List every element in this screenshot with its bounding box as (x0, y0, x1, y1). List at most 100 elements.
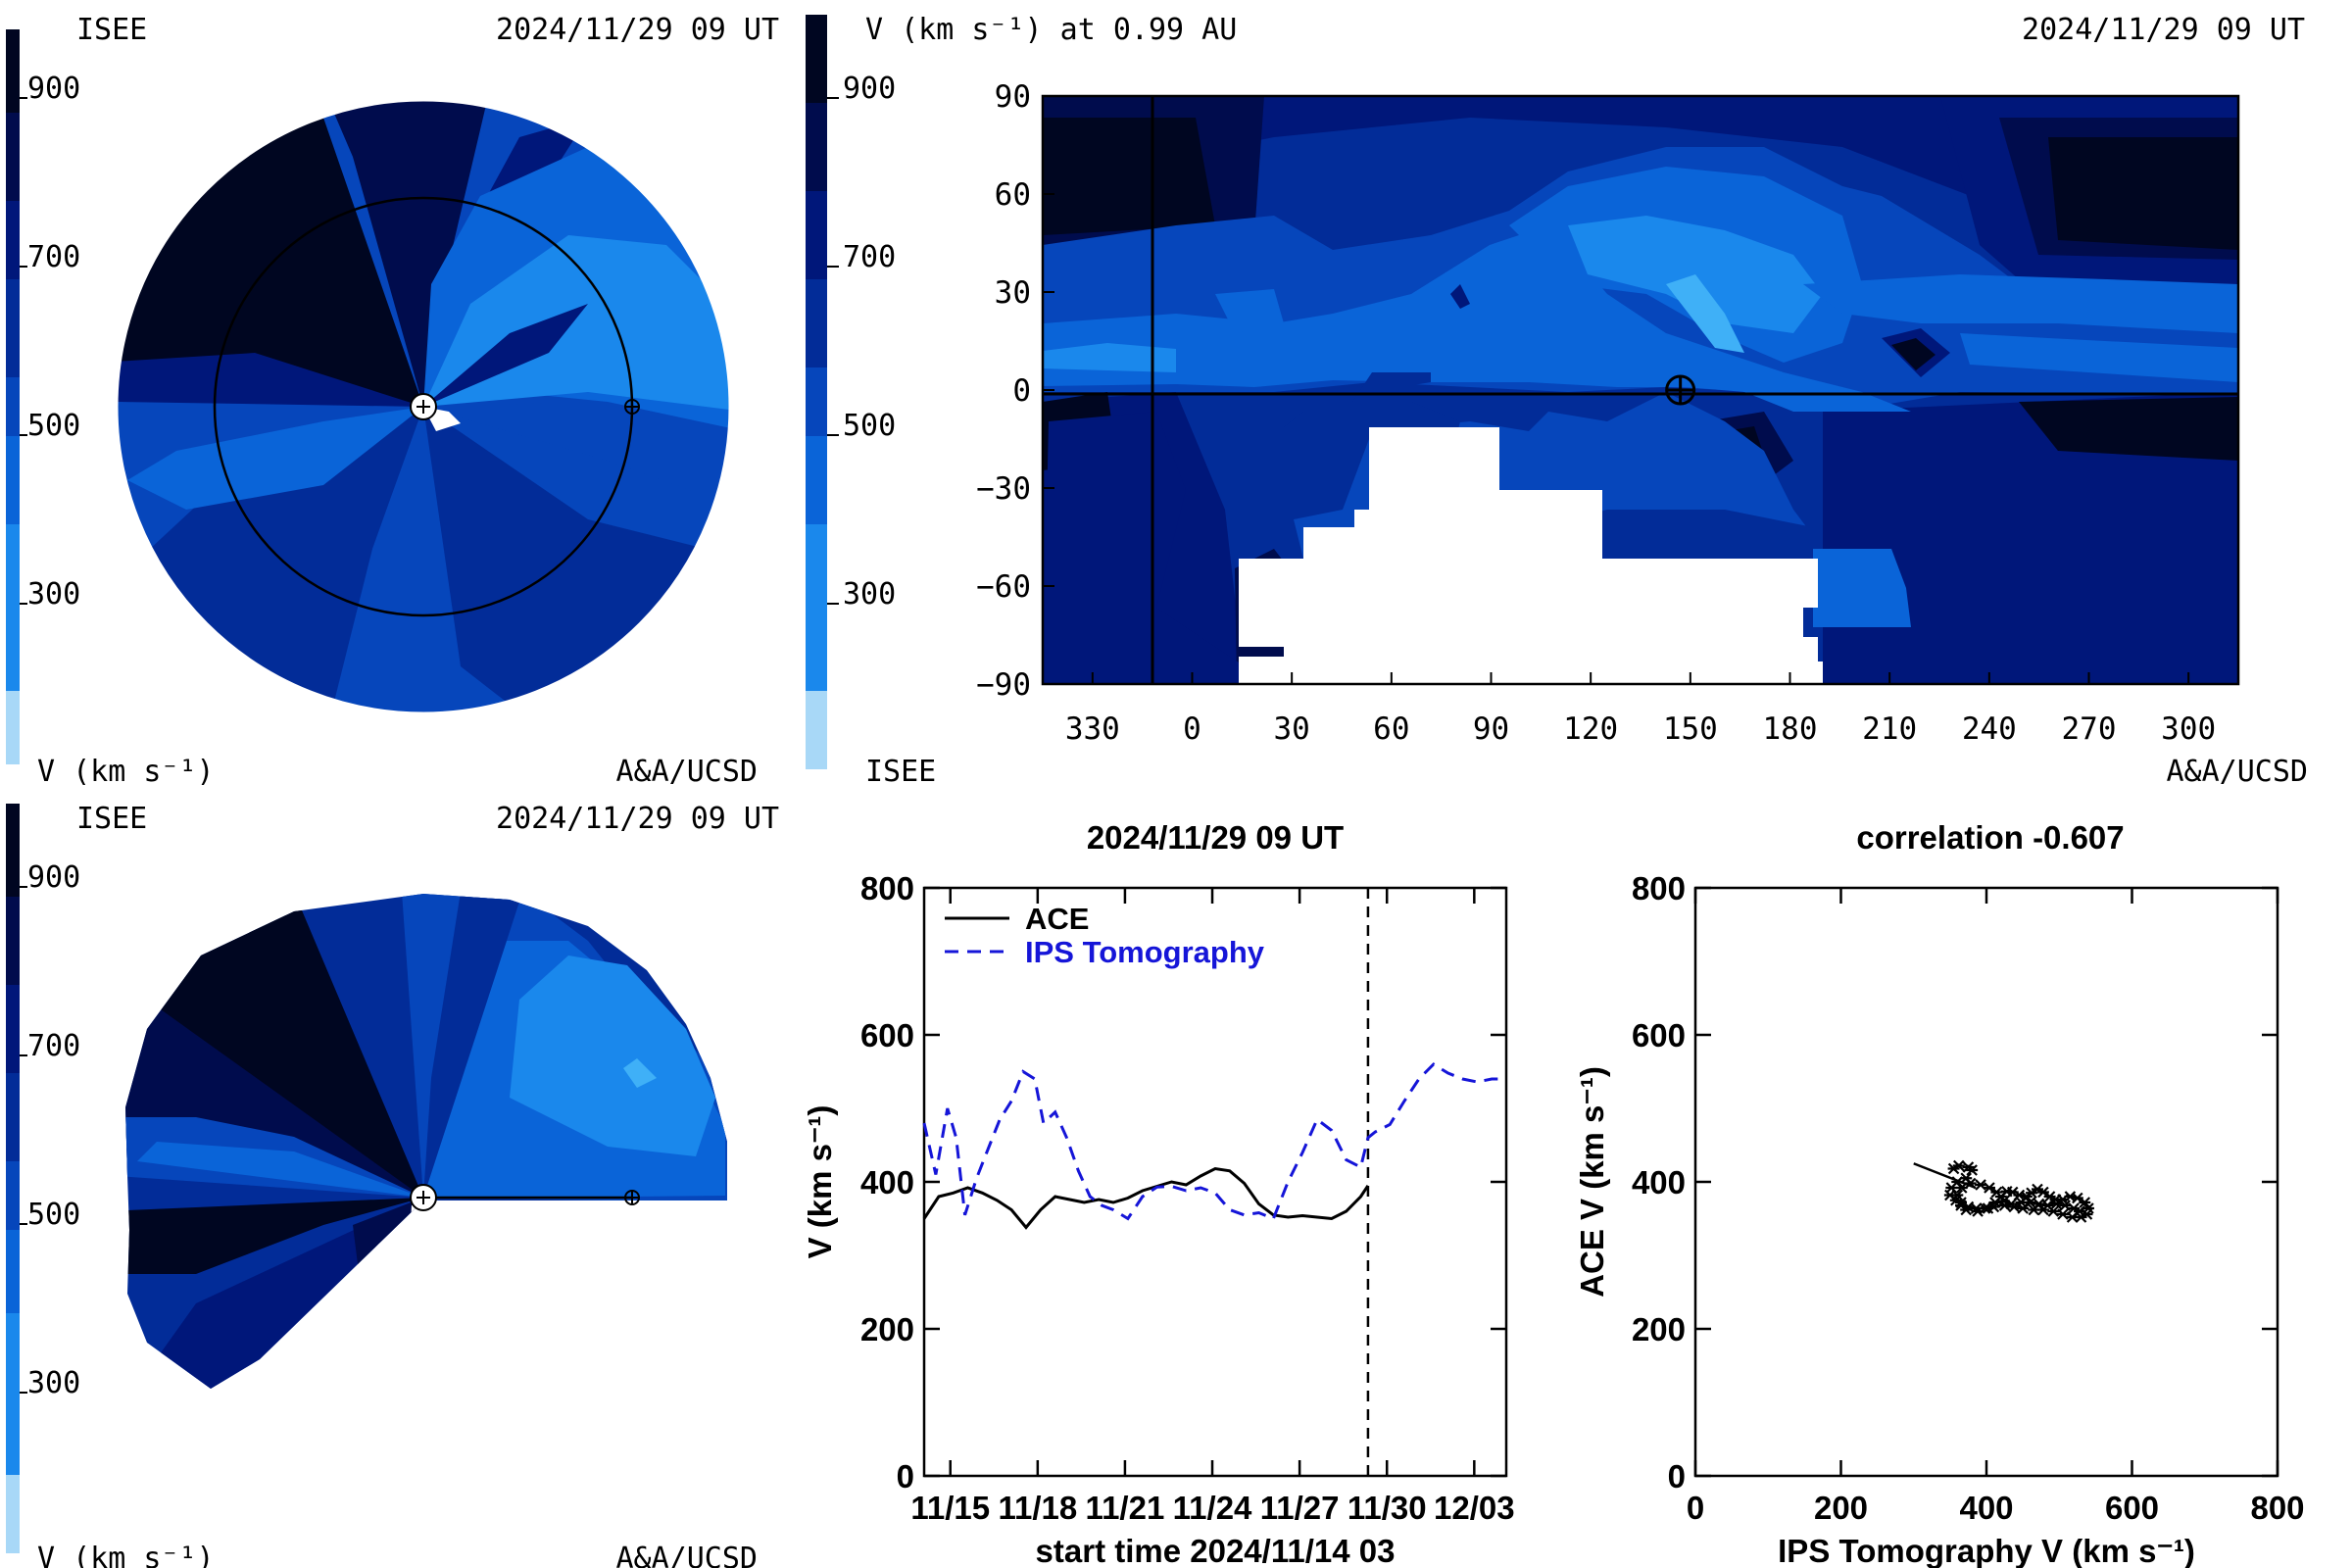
velocity-region (1813, 549, 1911, 627)
synoptic-timestamp: 2024/11/29 09 UT (2022, 13, 2305, 47)
scatter-point (1955, 1197, 1968, 1208)
x-tick-label: 11/21 (1086, 1490, 1165, 1526)
y-tick-label: 400 (860, 1164, 914, 1200)
colorbar-tick-label: 700 (843, 240, 896, 274)
velocity-region (423, 1200, 647, 1389)
colorbar-tick-label: 900 (843, 72, 896, 106)
scatter-point (2041, 1200, 2054, 1211)
synoptic-axis-marks: 330 0 30 60 90 120 150 180 210 240 270 3009060300−3… (976, 79, 2216, 747)
y-tick-label: −90 (976, 667, 1031, 703)
x-tick-label: 0 (1183, 711, 1201, 747)
synoptic-colorbar: 900 700 500 300 (806, 15, 896, 769)
colorbar-band (806, 15, 827, 103)
x-tick-label: 12/03 (1434, 1490, 1515, 1526)
colorbar-tick-label: 900 (27, 72, 80, 106)
y-tick-label: 0 (897, 1458, 914, 1494)
x-tick-label: 200 (1814, 1490, 1868, 1526)
x-tick-label: 120 (1563, 711, 1618, 747)
meridional-label-isee: ISEE (76, 802, 147, 836)
velocity-region (127, 1198, 423, 1274)
sun-cross (416, 400, 430, 414)
colorbar-band (6, 201, 20, 279)
scatter-title: correlation -0.607 (1856, 819, 2124, 856)
velocity-region (1043, 225, 1911, 412)
colorbar-band (6, 1230, 20, 1313)
colorbar-band (806, 368, 827, 436)
velocity-region (1803, 274, 2238, 333)
scatter-point (1951, 1189, 1964, 1201)
scatter-point (1990, 1186, 2003, 1199)
scatter-point (1966, 1164, 1979, 1176)
legend-ips-label: IPS Tomography (1025, 935, 1265, 969)
scatter-y-label: ACE V (km s⁻¹) (1574, 1066, 1610, 1298)
colorbar-band (6, 113, 20, 201)
colorbar-tick-label: 900 (27, 860, 80, 895)
timeseries-y-label: V (km s⁻¹) (802, 1105, 838, 1259)
velocity-region (147, 894, 423, 1198)
colorbar-tick-label: 300 (27, 1366, 80, 1400)
y-tick-label: 0 (1012, 373, 1031, 409)
colorbar-tick-label: 500 (27, 409, 80, 443)
velocity-region (1823, 392, 2238, 684)
scatter-x-label: IPS Tomography V (km s⁻¹) (1778, 1533, 2195, 1568)
velocity-region (1666, 274, 1744, 353)
x-tick-label: 11/24 (1173, 1490, 1252, 1526)
velocity-region (1043, 96, 2238, 211)
x-tick-label: 11/15 (910, 1490, 990, 1526)
velocity-region (1215, 289, 1284, 333)
sun-cross (416, 1191, 430, 1204)
colorbar-band (6, 29, 20, 113)
velocity-region (137, 1142, 423, 1198)
y-tick-label: 60 (995, 177, 1031, 213)
scatter-points (1943, 1159, 2094, 1223)
scatter-point (2050, 1198, 2063, 1210)
colorbar-tick-label: 500 (27, 1198, 80, 1232)
scatter-axes: 00 200 200 400 400 600 600 800 800 (1632, 870, 2305, 1526)
x-tick-label: 30 (1274, 711, 1310, 747)
ips-series-line (922, 1062, 1503, 1221)
velocity-region (1891, 338, 1936, 370)
meridional-unit-label: V (km s⁻¹) (37, 1542, 215, 1568)
scatter-frame (1693, 886, 2279, 1478)
colorbar-tick-label: 300 (843, 577, 896, 612)
x-tick-label: 90 (1473, 711, 1509, 747)
ecliptic-panel: 900 700 500 300 ISEE 2024/11/29 09 UT V … (6, 13, 779, 789)
velocity-region (423, 1198, 727, 1294)
x-tick-label: 0 (1687, 1490, 1704, 1526)
scatter-point (2079, 1197, 2091, 1208)
velocity-region (423, 402, 729, 510)
y-tick-label: 800 (1632, 870, 1686, 906)
ecliptic-colorbar: 900 700 500 300 (6, 29, 80, 764)
scatter-point (2005, 1198, 2018, 1210)
ecliptic-edge (117, 100, 730, 713)
ecliptic-timestamp: 2024/11/29 09 UT (496, 13, 779, 47)
velocity-region (510, 956, 715, 1156)
colorbar-band (6, 436, 20, 524)
y-tick-label: 600 (1632, 1017, 1686, 1054)
x-tick-label: 60 (1373, 711, 1409, 747)
velocity-region (1960, 333, 2238, 382)
x-tick-label: 600 (2105, 1490, 2159, 1526)
synoptic-panel: 900 700 500 300 V (km s⁻¹) at 0.99 AU 20… (806, 13, 2308, 789)
colorbar-band (6, 897, 20, 985)
x-tick-label: 11/27 (1260, 1490, 1340, 1526)
ecliptic-unit-label: V (km s⁻¹) (37, 755, 215, 789)
y-tick-label: 600 (860, 1017, 914, 1054)
colorbar-tick-label: 700 (27, 240, 80, 274)
no-data-region (404, 1198, 549, 1389)
timeseries-legend: ACE IPS Tomography (945, 902, 1265, 969)
velocity-region (1043, 343, 1176, 372)
y-tick-label: −30 (976, 471, 1031, 507)
timeseries-title: 2024/11/29 09 UT (1087, 819, 1344, 856)
colorbar-band (806, 103, 827, 191)
scatter-point (1964, 1177, 1977, 1190)
colorbar-tick-label: 700 (27, 1029, 80, 1063)
velocity-region (423, 118, 588, 407)
x-tick-label: 150 (1663, 711, 1718, 747)
velocity-region (1043, 412, 1245, 684)
timeseries-panel: 2024/11/29 09 UT 0 200 400 600 800 11/15 11/18… (802, 819, 1515, 1568)
earth-marker (624, 1190, 640, 1205)
y-tick-label: 400 (1632, 1164, 1686, 1200)
synoptic-label-isee: ISEE (865, 755, 936, 789)
x-tick-label: 11/18 (998, 1490, 1077, 1526)
